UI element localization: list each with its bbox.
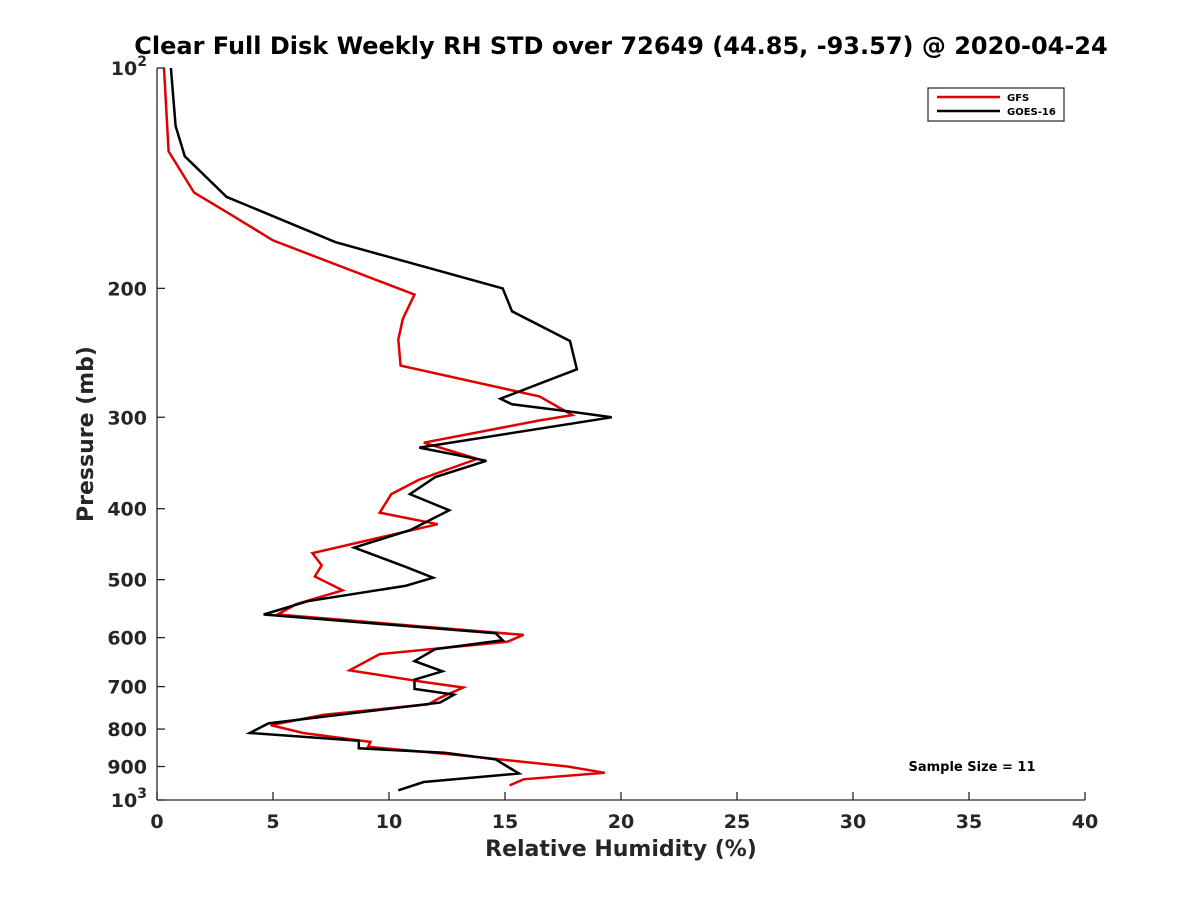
x-tick-label: 35 [956,811,982,833]
x-tick-label: 25 [724,811,750,833]
series-line-gfs [162,67,606,787]
y-axis-label: Pressure (mb) [74,346,99,522]
axes [156,68,1085,801]
y-tick-label-power: 102 [111,54,147,80]
legend-label-gfs: GFS [1007,93,1029,104]
y-tick-label: 900 [107,757,147,779]
y-tick-label: 400 [107,499,147,521]
legend: GFS GOES-16 [927,87,1065,122]
y-tick-label: 200 [107,278,147,300]
y-tick-label: 600 [107,628,147,650]
x-axis-label: Relative Humidity (%) [485,837,757,862]
series-line-goes16 [169,67,612,792]
chart-title: Clear Full Disk Weekly RH STD over 72649… [134,32,1107,60]
x-tick-label: 30 [840,811,866,833]
series-layer [162,67,612,792]
y-tick-label: 300 [107,407,147,429]
legend-label-goes16: GOES-16 [1007,107,1056,118]
plot-area [157,68,1085,800]
x-tick-label: 5 [266,811,279,833]
x-tick-label: 15 [492,811,518,833]
x-tick-label: 40 [1072,811,1098,833]
y-tick-label-power: 103 [111,786,147,812]
x-tick-label: 10 [376,811,402,833]
x-tick-label: 20 [608,811,634,833]
y-tick-label: 700 [107,677,147,699]
y-tick-label: 500 [107,570,147,592]
legend-box [927,87,1065,122]
y-tick-label: 800 [107,719,147,741]
sample-size-annotation: Sample Size = 11 [908,760,1035,775]
ticks: 0 5 10 15 20 25 30 35 40 200 300 400 500 600 700 800 900… [107,54,1098,833]
x-tick-label: 0 [150,811,163,833]
